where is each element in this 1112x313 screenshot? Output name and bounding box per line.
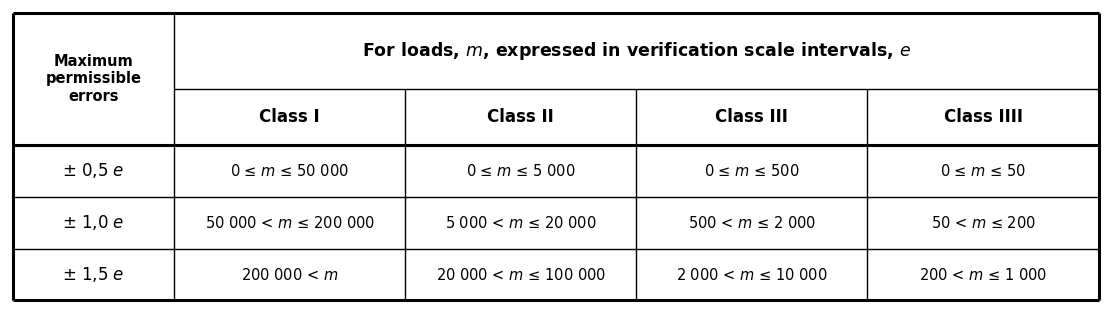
Text: ± 1,5 $\mathit{e}$: ± 1,5 $\mathit{e}$ <box>62 265 125 284</box>
Text: For loads, $\mathit{m}$, expressed in verification scale intervals, $\mathit{e}$: For loads, $\mathit{m}$, expressed in ve… <box>361 40 911 62</box>
Text: Maximum
permissible
errors: Maximum permissible errors <box>46 54 141 104</box>
Text: 0 ≤ $\mathit{m}$ ≤ 5 000: 0 ≤ $\mathit{m}$ ≤ 5 000 <box>466 163 576 179</box>
Text: Class III: Class III <box>715 108 788 126</box>
Text: 2 000 < $\mathit{m}$ ≤ 10 000: 2 000 < $\mathit{m}$ ≤ 10 000 <box>676 267 827 283</box>
Text: 200 000 < $\mathit{m}$: 200 000 < $\mathit{m}$ <box>241 267 338 283</box>
Text: Class I: Class I <box>259 108 320 126</box>
Text: 0 ≤ $\mathit{m}$ ≤ 50: 0 ≤ $\mathit{m}$ ≤ 50 <box>940 163 1026 179</box>
Text: 5 000 < $\mathit{m}$ ≤ 20 000: 5 000 < $\mathit{m}$ ≤ 20 000 <box>445 215 596 231</box>
Text: Class II: Class II <box>487 108 554 126</box>
Text: 200 < $\mathit{m}$ ≤ 1 000: 200 < $\mathit{m}$ ≤ 1 000 <box>919 267 1048 283</box>
Text: Class IIII: Class IIII <box>944 108 1023 126</box>
Text: 50 < $\mathit{m}$ ≤ 200: 50 < $\mathit{m}$ ≤ 200 <box>931 215 1035 231</box>
Text: 0 ≤ $\mathit{m}$ ≤ 50 000: 0 ≤ $\mathit{m}$ ≤ 50 000 <box>230 163 349 179</box>
Text: 20 000 < $\mathit{m}$ ≤ 100 000: 20 000 < $\mathit{m}$ ≤ 100 000 <box>436 267 606 283</box>
Text: 500 < $\mathit{m}$ ≤ 2 000: 500 < $\mathit{m}$ ≤ 2 000 <box>688 215 816 231</box>
Text: ± 0,5 $\mathit{e}$: ± 0,5 $\mathit{e}$ <box>62 162 125 180</box>
Text: ± 1,0 $\mathit{e}$: ± 1,0 $\mathit{e}$ <box>62 213 125 232</box>
Text: 0 ≤ $\mathit{m}$ ≤ 500: 0 ≤ $\mathit{m}$ ≤ 500 <box>704 163 800 179</box>
Text: 50 000 < $\mathit{m}$ ≤ 200 000: 50 000 < $\mathit{m}$ ≤ 200 000 <box>205 215 375 231</box>
